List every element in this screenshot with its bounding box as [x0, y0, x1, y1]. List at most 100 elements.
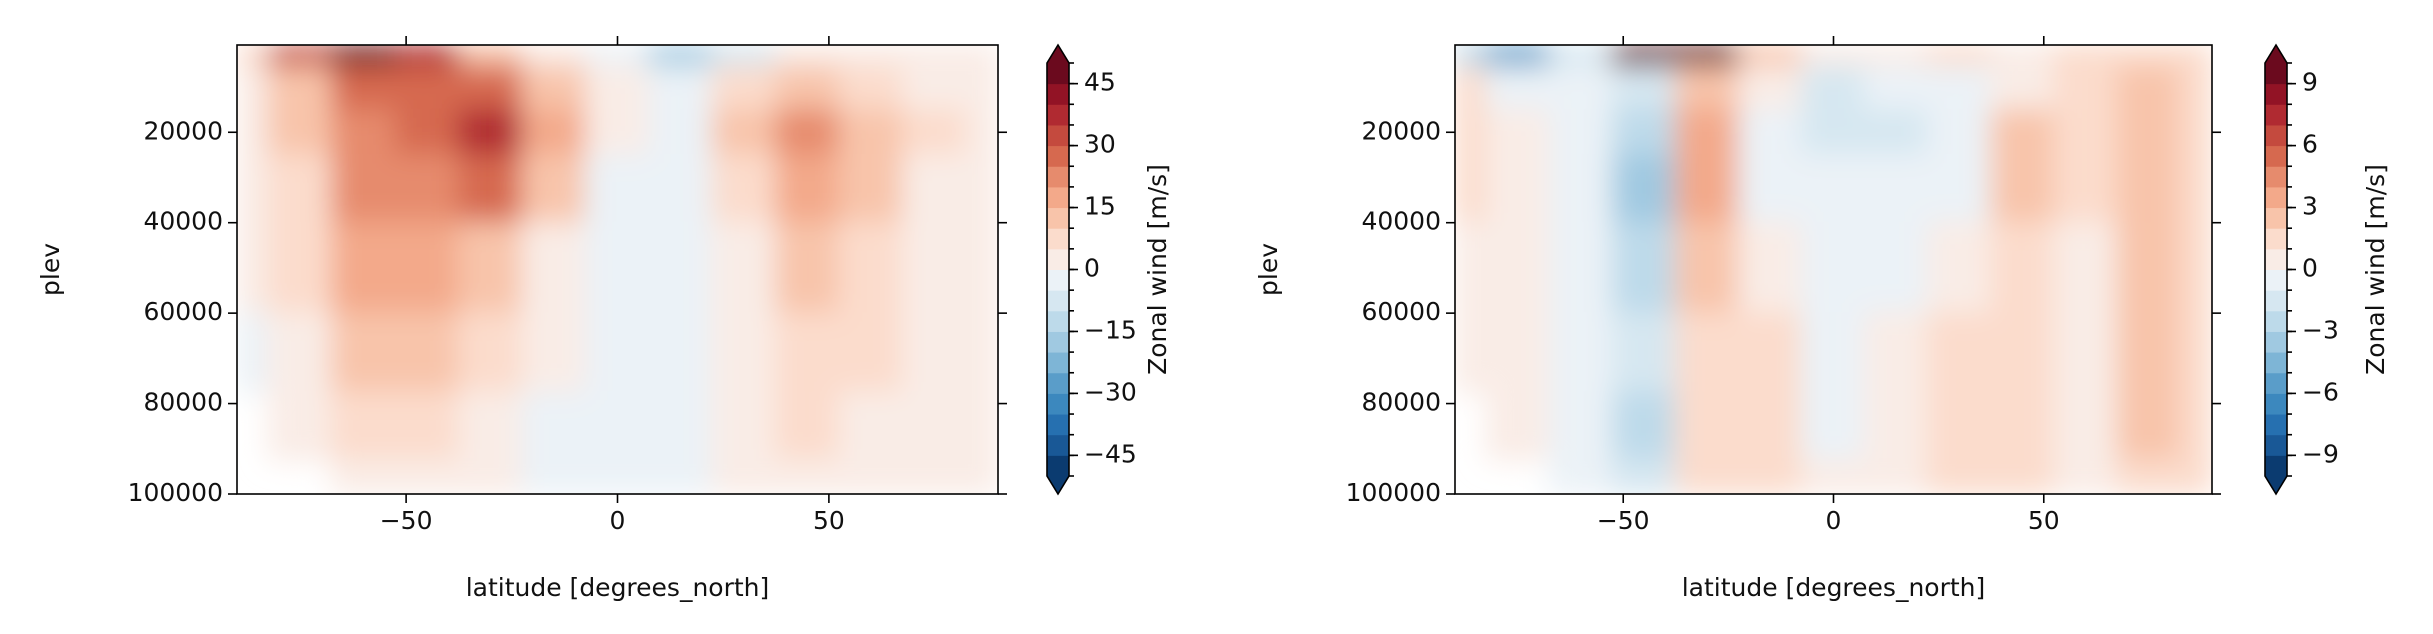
contour-cell — [1548, 108, 1614, 156]
contour-cell — [711, 45, 778, 68]
contour-cell — [267, 391, 334, 462]
y-tick-label: 60000 — [143, 297, 223, 326]
contour-cell — [267, 108, 334, 156]
contour-cell — [965, 391, 998, 462]
contour-cell — [1927, 221, 1993, 315]
x-tick-label: 50 — [2028, 506, 2060, 535]
colorbar-segment — [2265, 207, 2287, 229]
contour-cell — [1548, 45, 1614, 68]
contour-cell — [267, 221, 334, 315]
x-axis-label: latitude [degrees_north] — [1682, 573, 1986, 602]
contour-cell — [1864, 312, 1930, 394]
contour-cell — [1674, 312, 1740, 394]
colorbar-segment — [1047, 414, 1069, 436]
contour-cell — [711, 153, 778, 224]
contour-cell — [648, 108, 714, 156]
contour-cell — [267, 65, 334, 111]
x-tick-label: 50 — [813, 506, 845, 535]
contour-cell — [1611, 391, 1677, 462]
contour-cell — [1485, 221, 1551, 315]
contour-cell — [965, 312, 998, 394]
contour-cell — [2116, 221, 2182, 315]
contour-cell — [2179, 45, 2212, 68]
contour-cell — [901, 45, 968, 68]
contour-cell — [1548, 153, 1614, 224]
contour-cell — [394, 108, 460, 156]
contour-cell — [1674, 221, 1740, 315]
contour-cell — [711, 65, 778, 111]
colorbar-segment — [1047, 352, 1069, 374]
contour-cell — [2053, 45, 2119, 68]
contour-cell — [1674, 65, 1740, 111]
colorbar-segment — [2265, 372, 2287, 394]
y-tick-label: 20000 — [1361, 116, 1441, 145]
colorbar-extend-top — [1047, 45, 1069, 63]
colorbar-segment — [1047, 145, 1069, 167]
contour-cell — [521, 391, 587, 462]
chart-panel: −50 0 50 20000 40000 60000 80000 100000 latitude… — [1254, 36, 2390, 602]
contour-cell — [1864, 45, 1930, 68]
contour-cell — [2053, 312, 2119, 394]
contour-cell — [1737, 65, 1803, 111]
contour-cell — [331, 312, 397, 394]
contour-cell — [648, 391, 714, 462]
contour-cell — [1485, 391, 1551, 462]
contour-cell — [1800, 391, 1867, 462]
contour-cell — [901, 391, 968, 462]
x-tick-label: 0 — [1826, 506, 1842, 535]
contour-cell — [394, 221, 460, 315]
contour-cell — [648, 312, 714, 394]
contour-cell — [775, 221, 841, 315]
colorbar-tick-label: 0 — [2302, 254, 2318, 283]
contour-cell — [711, 108, 778, 156]
x-axis-label: latitude [degrees_north] — [466, 573, 770, 602]
colorbar-segment — [1047, 166, 1069, 188]
contour-cell — [775, 391, 841, 462]
contour-cell — [648, 221, 714, 315]
field-fill — [237, 45, 998, 494]
colorbar-segment — [2265, 63, 2287, 85]
contour-cell — [457, 45, 524, 68]
contour-cell — [1737, 312, 1803, 394]
contour-cell — [901, 108, 968, 156]
contour-cell — [1800, 45, 1867, 68]
colorbar-tick-label: 45 — [1084, 68, 1116, 97]
contour-cell — [775, 108, 841, 156]
contour-cell — [1990, 65, 2056, 111]
contour-cell — [1485, 153, 1551, 224]
contour-cell — [1927, 459, 1993, 494]
contour-cell — [2053, 153, 2119, 224]
y-tick-label: 60000 — [1361, 297, 1441, 326]
colorbar-extend-bottom — [1047, 476, 1069, 494]
contour-cell — [584, 65, 651, 111]
colorbar-extend-top — [2265, 45, 2287, 63]
contour-cell — [521, 221, 587, 315]
contour-cell — [1864, 65, 1930, 111]
contour-cell — [457, 459, 524, 494]
contour-cell — [1800, 312, 1867, 394]
contour-cell — [901, 65, 968, 111]
contour-cell — [2179, 312, 2212, 394]
colorbar-segment — [1047, 434, 1069, 456]
contour-cell — [2179, 391, 2212, 462]
contour-cell — [1548, 65, 1614, 111]
colorbar-segment — [1047, 186, 1069, 209]
contour-cell — [584, 459, 651, 494]
contour-cell — [1800, 221, 1867, 315]
x-tick-label: −50 — [380, 506, 433, 535]
contour-cell — [2053, 459, 2119, 494]
contour-cell — [711, 312, 778, 394]
contour-cell — [521, 459, 587, 494]
contour-cell — [457, 221, 524, 315]
colorbar-segment — [2265, 166, 2287, 188]
contour-cell — [2053, 108, 2119, 156]
colorbar-segment — [1047, 104, 1069, 126]
contour-cell — [331, 391, 397, 462]
contour-cell — [1611, 312, 1677, 394]
colorbar-segment — [1047, 372, 1069, 394]
contour-cell — [1674, 391, 1740, 462]
contour-cell — [267, 312, 334, 394]
colorbar-segment — [2265, 352, 2287, 374]
contour-cell — [1548, 459, 1614, 494]
